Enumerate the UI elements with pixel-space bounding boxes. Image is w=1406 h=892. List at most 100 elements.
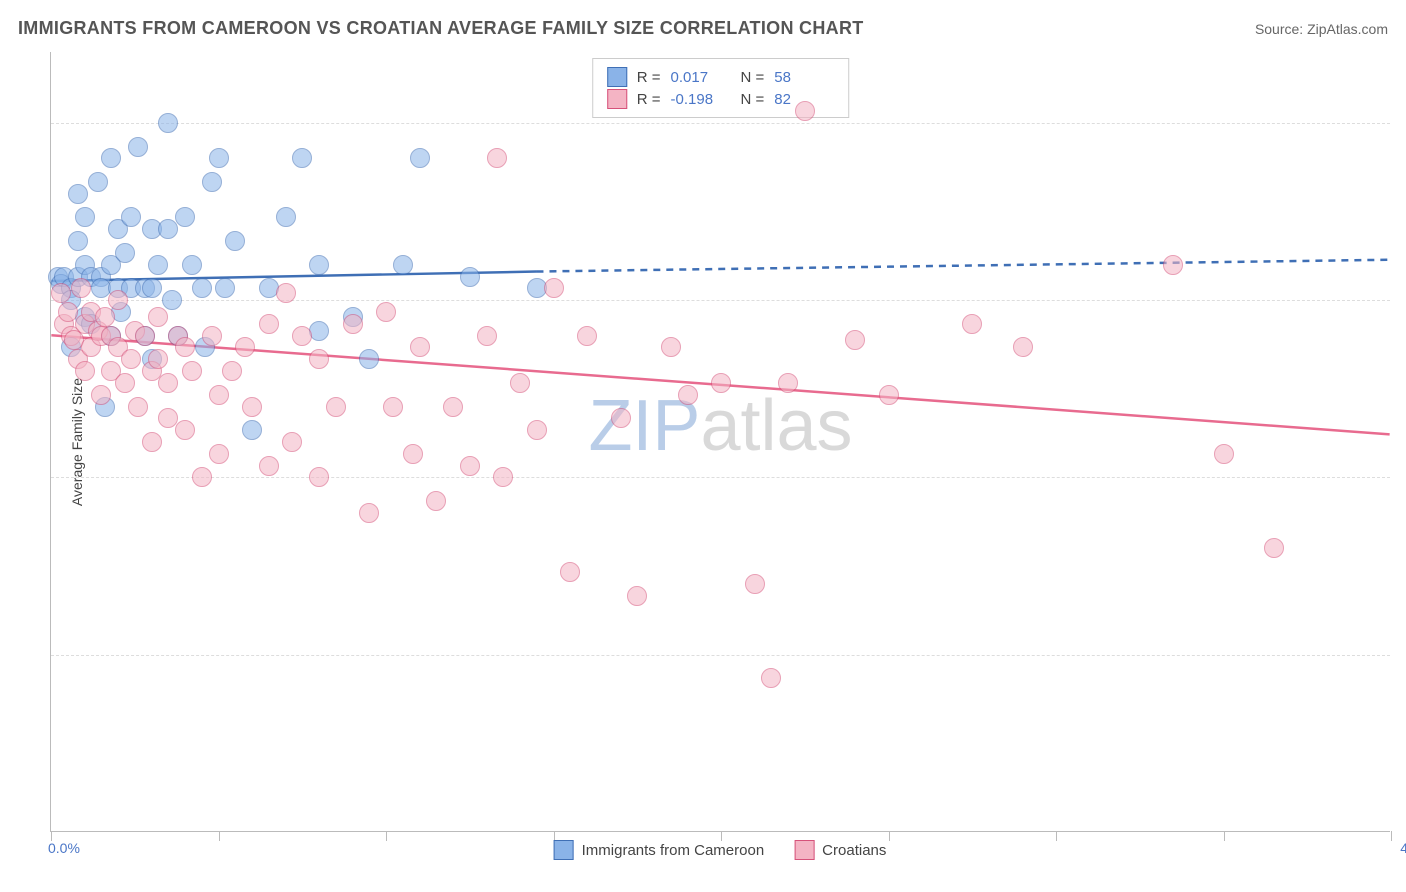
- gridline: [51, 655, 1390, 656]
- data-point-cameroon: [135, 326, 155, 346]
- legend-stat-row-croatians: R = -0.198 N = 82: [607, 89, 835, 109]
- data-point-cameroon: [68, 267, 88, 287]
- data-point-cameroon: [309, 321, 329, 341]
- data-point-croatians: [309, 349, 329, 369]
- data-point-cameroon: [128, 137, 148, 157]
- r-label: R =: [637, 69, 661, 86]
- data-point-croatians: [560, 562, 580, 582]
- data-point-cameroon: [168, 326, 188, 346]
- data-point-cameroon: [101, 148, 121, 168]
- data-point-croatians: [627, 586, 647, 606]
- chart-title: IMMIGRANTS FROM CAMEROON VS CROATIAN AVE…: [18, 18, 864, 39]
- data-point-croatians: [148, 349, 168, 369]
- data-point-cameroon: [81, 267, 101, 287]
- x-tick: [386, 831, 387, 841]
- data-point-cameroon: [215, 278, 235, 298]
- data-point-croatians: [81, 337, 101, 357]
- plot-canvas: ZIPatlas Average Family Size R =0.017N =…: [50, 52, 1390, 832]
- trend-line-croatians: [51, 335, 1389, 434]
- data-point-cameroon: [182, 255, 202, 275]
- data-point-croatians: [95, 307, 115, 327]
- data-point-cameroon: [101, 326, 121, 346]
- data-point-croatians: [745, 574, 765, 594]
- gridline: [51, 300, 1390, 301]
- watermark: ZIPatlas: [588, 385, 852, 467]
- data-point-croatians: [101, 326, 121, 346]
- y-axis-label: Average Family Size: [69, 377, 85, 505]
- data-point-cameroon: [359, 349, 379, 369]
- data-point-cameroon: [95, 397, 115, 417]
- data-point-croatians: [711, 373, 731, 393]
- x-axis-max-label: 40.0%: [1400, 840, 1406, 856]
- data-point-croatians: [577, 326, 597, 346]
- data-point-croatians: [182, 361, 202, 381]
- data-point-cameroon: [142, 219, 162, 239]
- data-point-cameroon: [111, 302, 131, 322]
- chart-source: Source: ZipAtlas.com: [1255, 21, 1388, 37]
- data-point-cameroon: [460, 267, 480, 287]
- legend-swatch-cameroon: [607, 67, 627, 87]
- data-point-croatians: [175, 420, 195, 440]
- data-point-croatians: [1163, 255, 1183, 275]
- data-point-croatians: [443, 397, 463, 417]
- data-point-croatians: [962, 314, 982, 334]
- data-point-croatians: [487, 148, 507, 168]
- data-point-croatians: [259, 314, 279, 334]
- data-point-croatians: [410, 337, 430, 357]
- data-point-cameroon: [276, 207, 296, 227]
- data-point-croatians: [845, 330, 865, 350]
- legend-swatch-croatians: [607, 89, 627, 109]
- data-point-cameroon: [68, 231, 88, 251]
- data-point-cameroon: [75, 307, 95, 327]
- data-point-croatians: [88, 321, 108, 341]
- data-point-croatians: [1013, 337, 1033, 357]
- data-point-croatians: [359, 503, 379, 523]
- trend-lines: [51, 52, 1390, 831]
- data-point-cameroon: [88, 172, 108, 192]
- data-point-cameroon: [108, 278, 128, 298]
- data-point-cameroon: [91, 267, 111, 287]
- legend-swatch-cameroon: [554, 840, 574, 860]
- data-point-croatians: [1264, 538, 1284, 558]
- data-point-cameroon: [175, 207, 195, 227]
- source-prefix: Source:: [1255, 21, 1307, 37]
- data-point-croatians: [235, 337, 255, 357]
- data-point-croatians: [778, 373, 798, 393]
- data-point-croatians: [108, 337, 128, 357]
- data-point-cameroon: [393, 255, 413, 275]
- data-point-croatians: [209, 444, 229, 464]
- data-point-croatians: [383, 397, 403, 417]
- data-point-cameroon: [68, 184, 88, 204]
- data-point-cameroon: [115, 243, 135, 263]
- data-point-croatians: [1214, 444, 1234, 464]
- data-point-croatians: [158, 408, 178, 428]
- watermark-atlas: atlas: [700, 386, 852, 466]
- data-point-croatians: [426, 491, 446, 511]
- data-point-cameroon: [121, 278, 141, 298]
- watermark-zip: ZIP: [588, 386, 700, 466]
- data-point-cameroon: [343, 307, 363, 327]
- data-point-cameroon: [135, 278, 155, 298]
- data-point-croatians: [125, 321, 145, 341]
- data-point-croatians: [142, 432, 162, 452]
- data-point-croatians: [71, 278, 91, 298]
- data-point-cameroon: [195, 337, 215, 357]
- data-point-croatians: [661, 337, 681, 357]
- data-point-cameroon: [209, 148, 229, 168]
- n-value-croatians: 82: [774, 91, 834, 108]
- gridline: [51, 477, 1390, 478]
- data-point-cameroon: [48, 267, 68, 287]
- data-point-croatians: [54, 314, 74, 334]
- plot-area: ZIPatlas Average Family Size R =0.017N =…: [50, 52, 1390, 832]
- x-tick: [219, 831, 220, 841]
- legend-label-cameroon: Immigrants from Cameroon: [582, 842, 765, 859]
- data-point-cameroon: [75, 207, 95, 227]
- r-label: R =: [637, 91, 661, 108]
- n-label: N =: [741, 91, 765, 108]
- data-point-croatians: [879, 385, 899, 405]
- data-point-croatians: [403, 444, 423, 464]
- trend-line-cameroon: [51, 272, 536, 281]
- x-tick: [1224, 831, 1225, 841]
- r-value-croatians: -0.198: [671, 91, 731, 108]
- data-point-croatians: [544, 278, 564, 298]
